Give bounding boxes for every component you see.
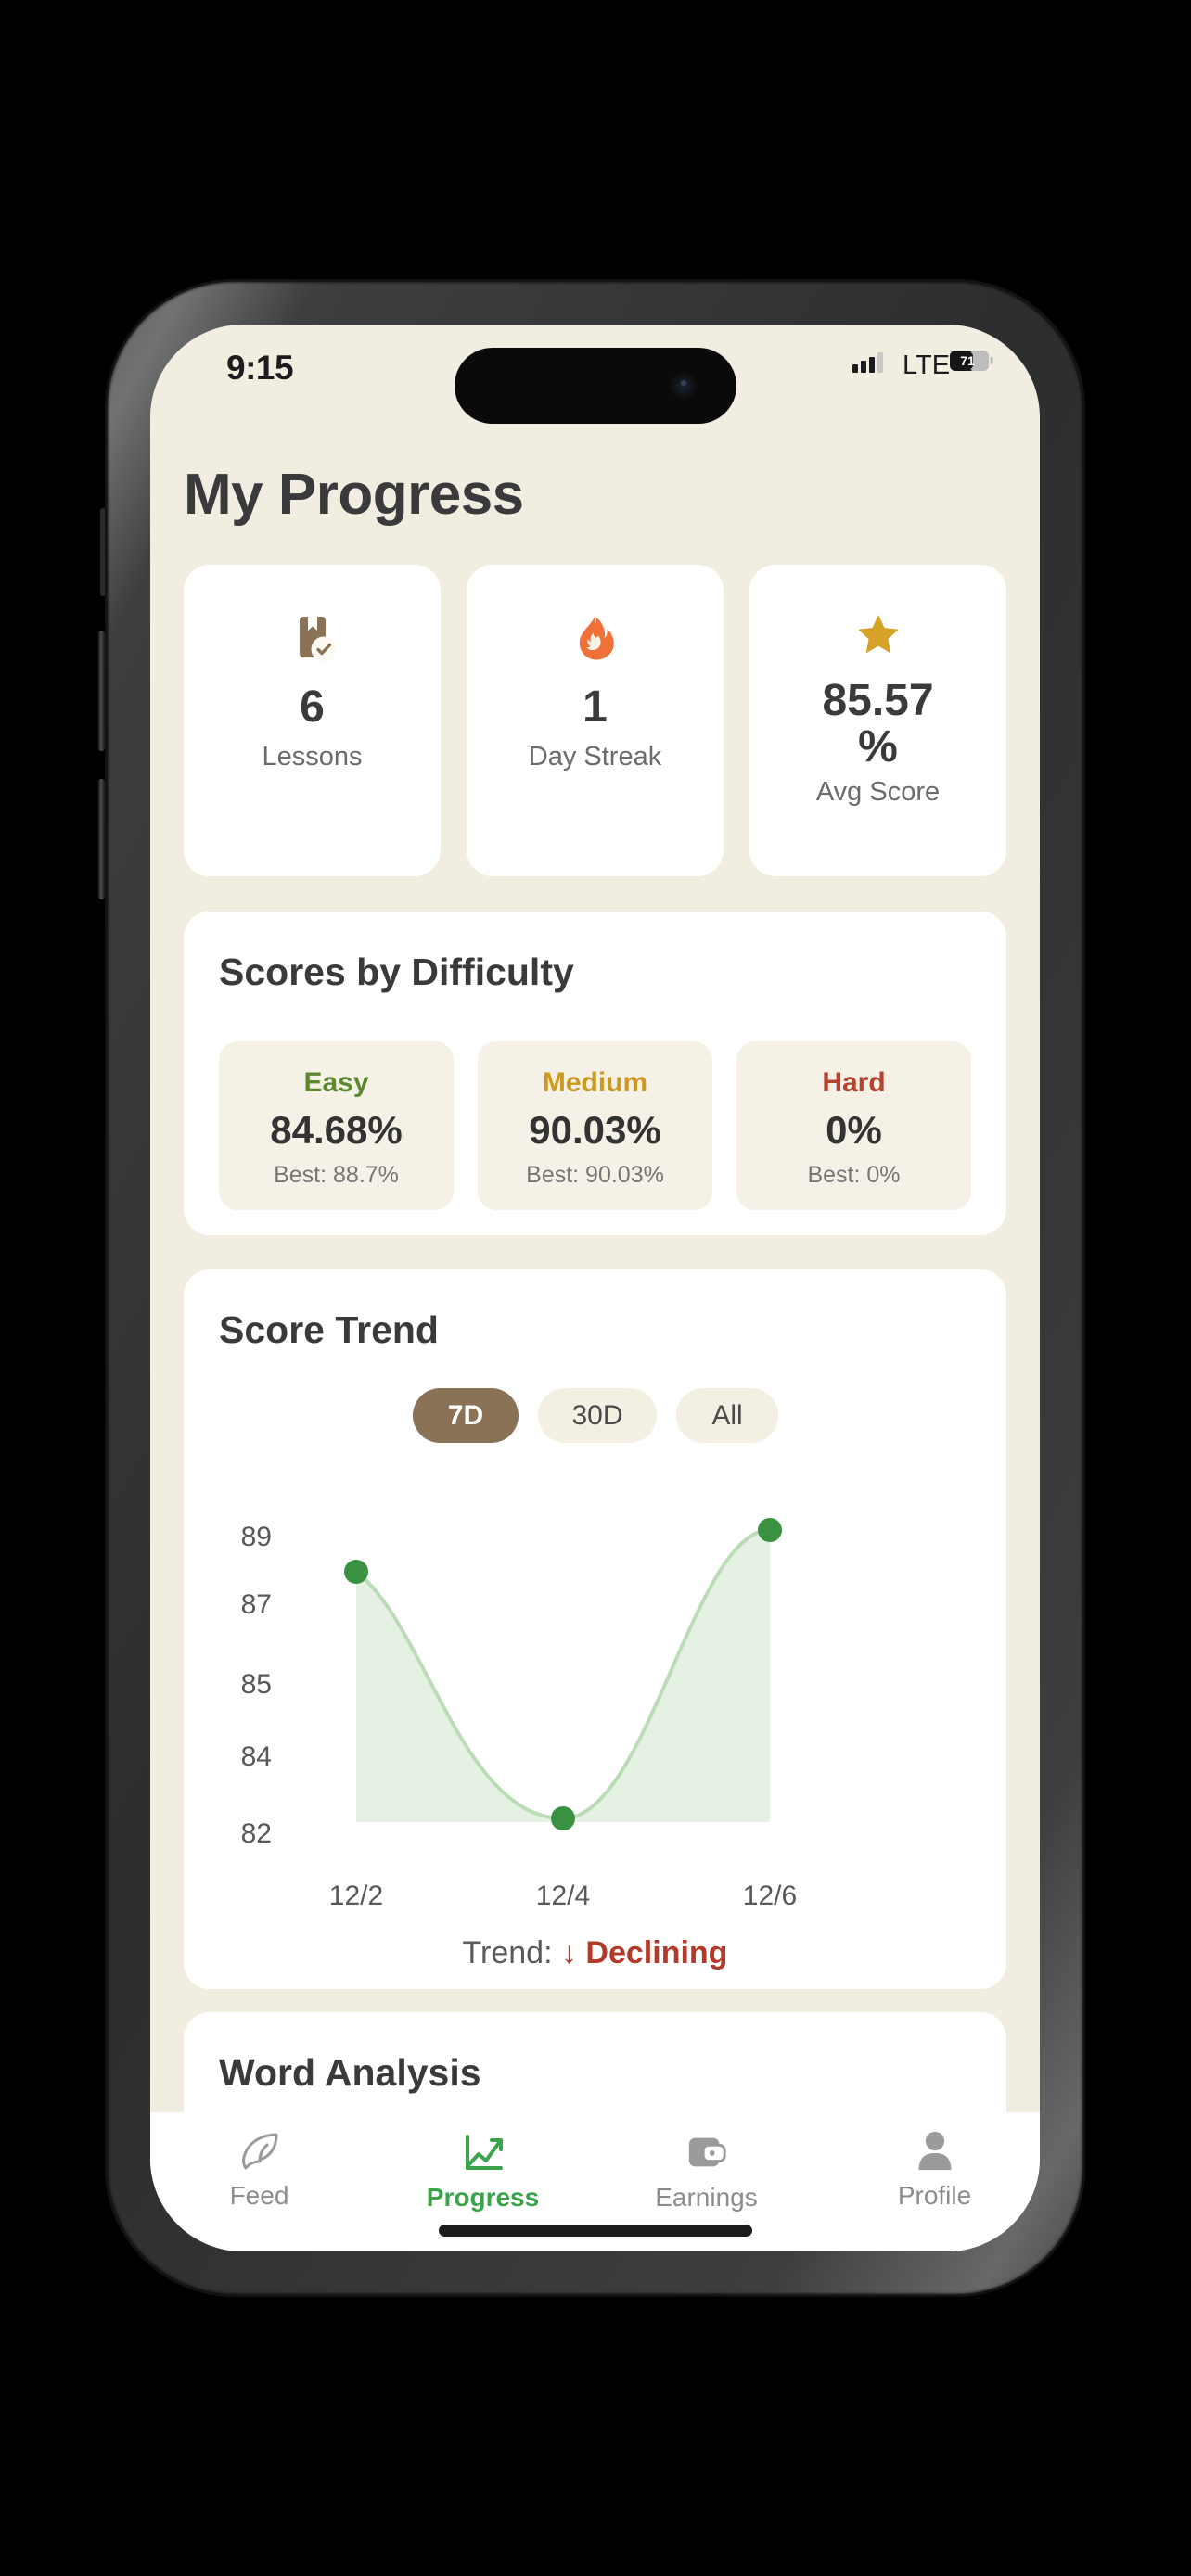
svg-text:71: 71: [960, 353, 975, 368]
svg-text:12/6: 12/6: [743, 1881, 797, 1905]
svg-text:87: 87: [241, 1589, 272, 1620]
svg-text:89: 89: [241, 1522, 272, 1552]
svg-text:12/2: 12/2: [329, 1881, 383, 1905]
svg-text:85: 85: [241, 1669, 272, 1700]
svg-text:82: 82: [241, 1818, 272, 1849]
svg-text:84: 84: [241, 1741, 272, 1772]
svg-text:12/4: 12/4: [536, 1881, 590, 1905]
